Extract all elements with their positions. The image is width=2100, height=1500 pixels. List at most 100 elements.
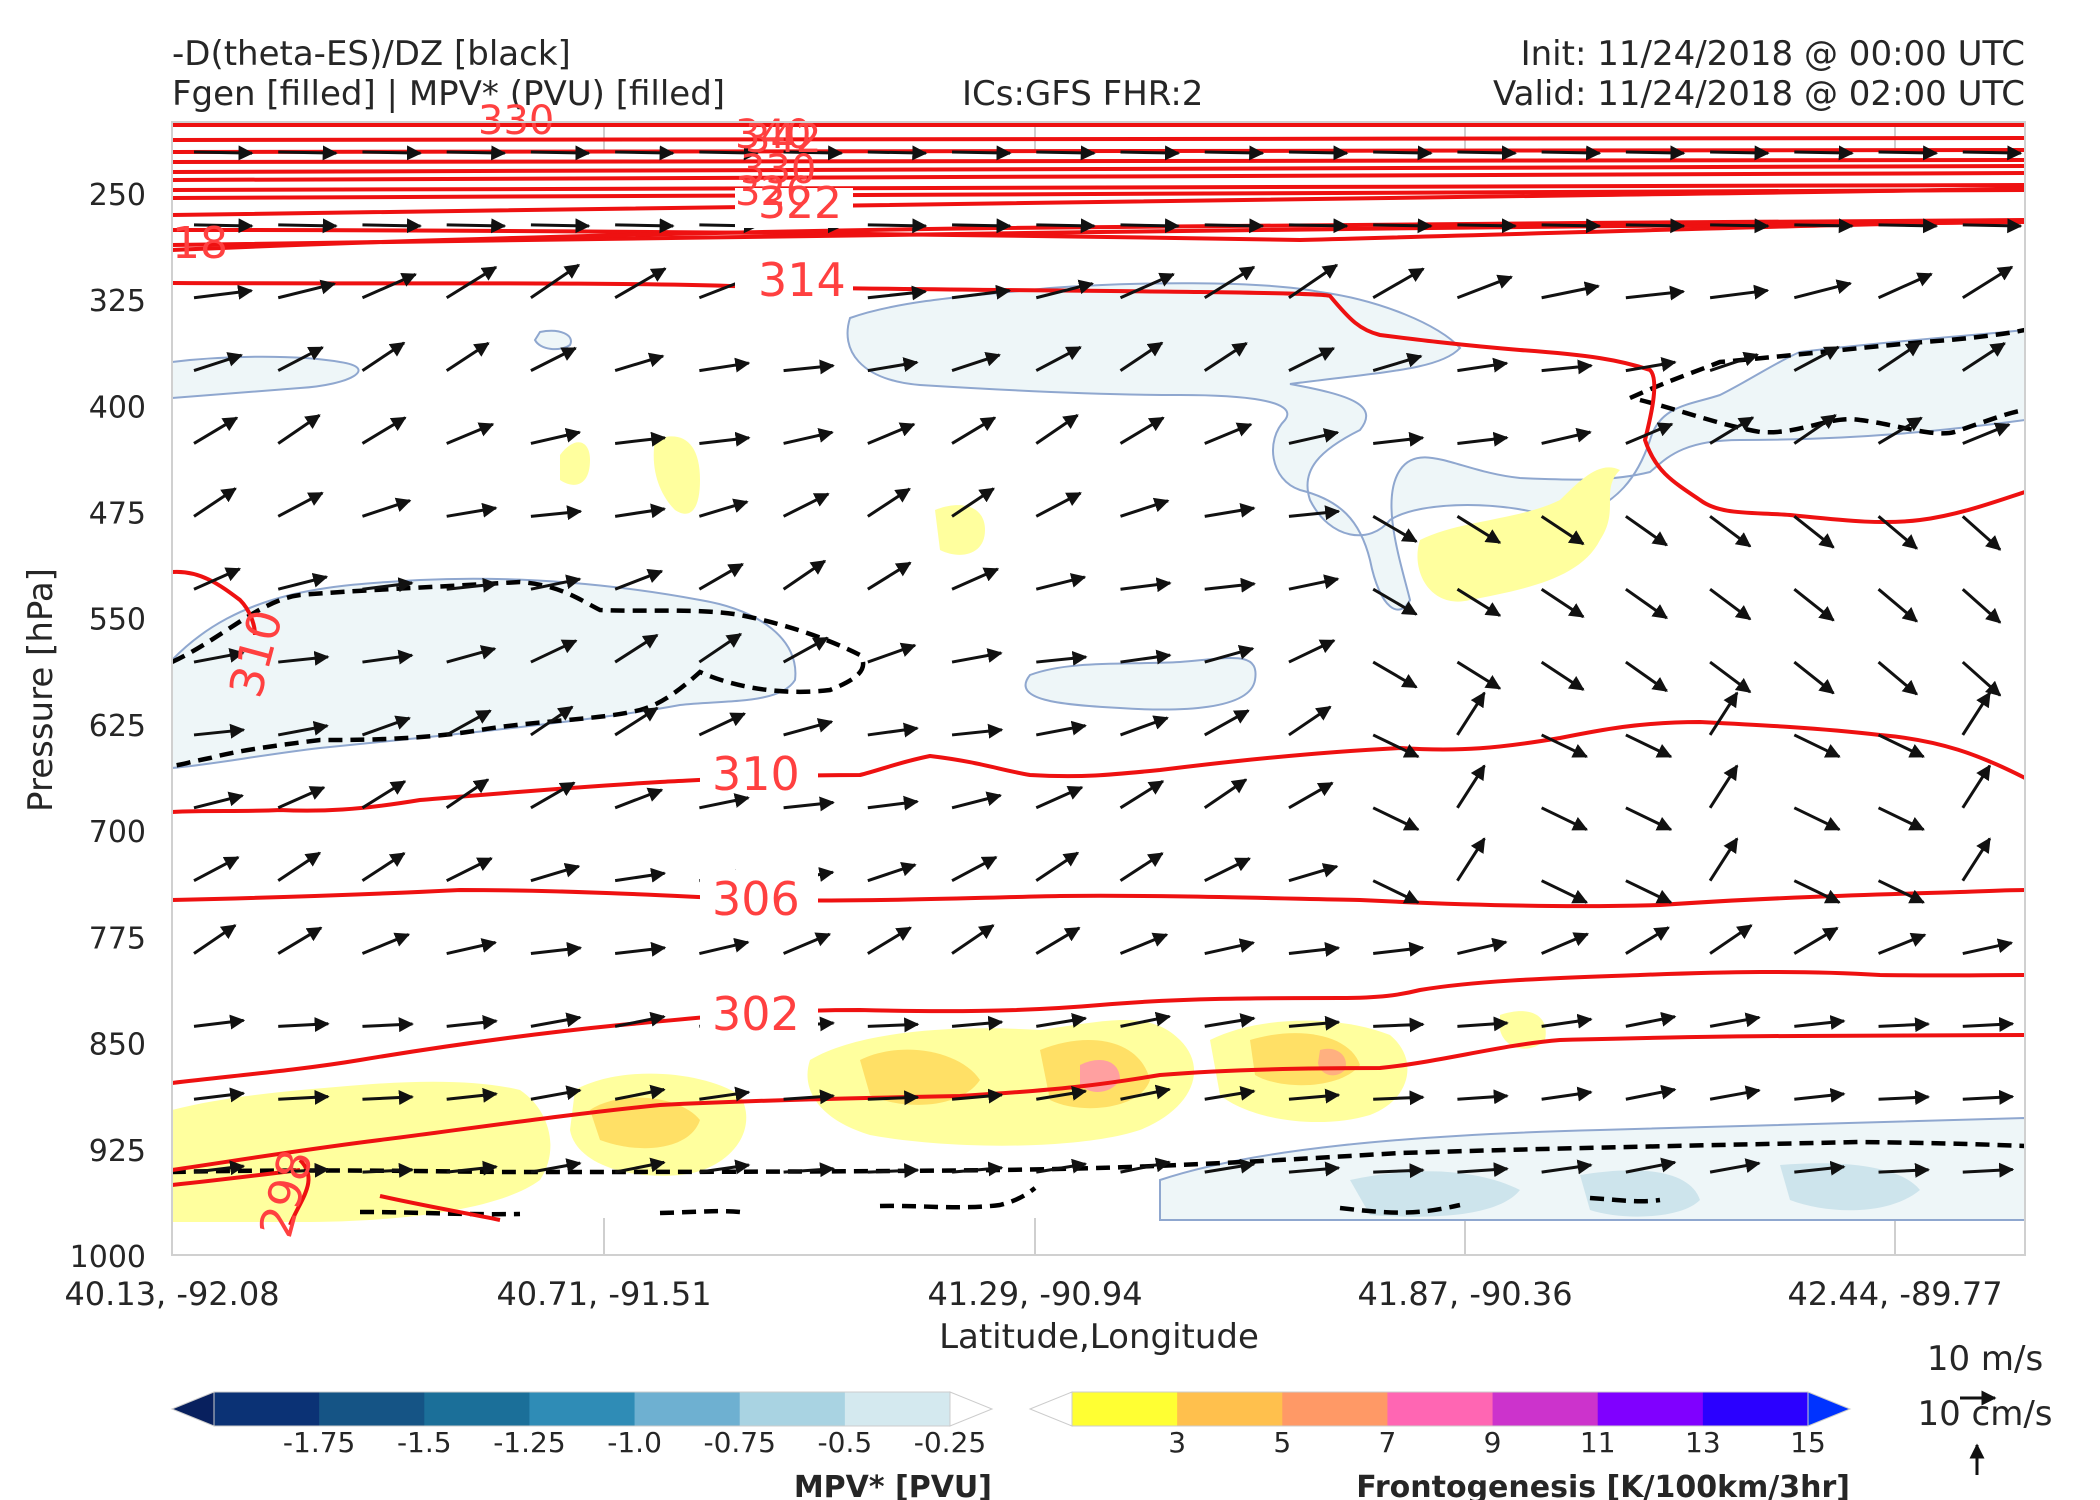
wind-vector bbox=[1961, 588, 2002, 624]
wind-vector bbox=[1709, 1158, 1761, 1174]
circulation-vectors bbox=[193, 145, 2023, 1179]
wind-vector bbox=[1203, 265, 1256, 300]
wind-vector bbox=[1204, 218, 1265, 234]
wind-vector bbox=[867, 795, 919, 811]
wind-vector bbox=[867, 1017, 920, 1033]
wind-vector bbox=[1962, 1162, 2015, 1178]
wind-vector bbox=[867, 357, 919, 373]
red-contour-318 bbox=[172, 218, 2025, 252]
wind-vector bbox=[362, 649, 414, 665]
mpv-colorbar: -1.75 -1.5 -1.25 -1.0 -0.75 -0.5 -0.25 MPV* [P… bbox=[170, 1391, 994, 1500]
wind-vector bbox=[193, 1014, 246, 1030]
wind-vector bbox=[1372, 515, 1418, 543]
wind-vector bbox=[1119, 272, 1175, 300]
wind-vector bbox=[1204, 857, 1251, 883]
wind-vector bbox=[193, 924, 237, 955]
fgen-colorbar-ticks: 3 5 7 9 11 13 15 bbox=[1168, 1426, 1826, 1459]
fgen-low-left bbox=[172, 1081, 551, 1222]
wind-vector bbox=[1961, 764, 1992, 809]
wind-vector bbox=[1793, 926, 1839, 955]
wind-vector bbox=[1119, 341, 1164, 372]
wind-vector bbox=[867, 145, 928, 161]
wind-vector bbox=[1372, 267, 1425, 300]
wind-vector bbox=[1625, 879, 1673, 904]
wind-vector bbox=[1541, 1013, 1593, 1029]
wind-vector bbox=[698, 562, 744, 591]
wind-vector bbox=[614, 706, 659, 737]
wind-vector bbox=[1456, 691, 1486, 736]
wind-vector bbox=[1793, 733, 1841, 759]
wind-vector bbox=[867, 561, 912, 591]
wind-vector bbox=[1457, 357, 1509, 373]
mpv-dark-region-2 bbox=[1580, 1170, 1700, 1217]
wind-vector bbox=[1625, 1157, 1677, 1174]
fgen-colorbar-tick: 7 bbox=[1379, 1426, 1397, 1459]
wind-vector bbox=[1793, 279, 1852, 300]
wind-vector bbox=[1288, 263, 1339, 299]
wind-vector bbox=[1036, 1085, 1088, 1101]
wind-vector bbox=[277, 572, 329, 591]
plot-frame bbox=[171, 121, 2026, 1256]
wind-vector bbox=[1035, 720, 1087, 737]
wind-vector bbox=[445, 341, 490, 372]
wind-vector bbox=[1456, 660, 1502, 690]
wind-vector bbox=[530, 346, 577, 372]
x-axis-label: Latitude,Longitude bbox=[939, 1317, 1259, 1357]
wind-vector bbox=[614, 1084, 666, 1101]
wind-vector bbox=[1373, 1017, 1425, 1033]
wind-vector bbox=[1709, 660, 1752, 694]
wind-vector bbox=[951, 1088, 1004, 1104]
wind-vector bbox=[1457, 1162, 1509, 1178]
wind-vector bbox=[867, 642, 917, 664]
wind-vector bbox=[1035, 491, 1082, 518]
wind-vector bbox=[1877, 879, 1925, 904]
vector-key: 10 m/s 10 cm/s bbox=[1917, 1339, 2053, 1475]
valid-time: Valid: 11/24/2018 @ 02:00 UTC bbox=[1493, 74, 2025, 114]
wind-vector bbox=[193, 218, 254, 234]
wind-vector bbox=[1456, 274, 1513, 300]
wind-vector bbox=[1204, 1013, 1256, 1028]
wind-vector bbox=[1709, 1085, 1761, 1101]
wind-vector bbox=[1204, 422, 1253, 445]
wind-vector bbox=[446, 577, 498, 593]
wind-vector bbox=[867, 285, 927, 301]
wind-vector bbox=[1541, 359, 1593, 375]
wind-vector bbox=[1625, 357, 1677, 373]
wind-vector bbox=[614, 787, 664, 810]
wind-vector bbox=[1793, 515, 1835, 549]
wind-vector bbox=[1541, 145, 1602, 161]
wind-vector bbox=[615, 218, 675, 234]
wind-vector bbox=[1204, 1085, 1256, 1101]
x-tick-label: 41.87, -90.36 bbox=[1357, 1275, 1572, 1313]
wind-vector bbox=[951, 352, 1001, 373]
red-contour-310 bbox=[172, 719, 2025, 814]
wind-vector bbox=[866, 487, 911, 518]
mpv-colorbar-tick: -1.0 bbox=[607, 1426, 662, 1459]
wind-vector bbox=[1035, 279, 1094, 300]
wind-vector bbox=[1877, 515, 1918, 550]
wind-vector bbox=[867, 422, 916, 445]
label-342: 340 bbox=[735, 112, 811, 158]
wind-vector bbox=[445, 265, 498, 300]
wind-vector bbox=[1456, 587, 1502, 617]
fgen-upper-left-1 bbox=[560, 442, 590, 485]
wind-vector bbox=[1373, 218, 1433, 234]
wind-vector bbox=[1962, 422, 2011, 445]
fgen-colorbar-swatch bbox=[1702, 1392, 1809, 1426]
wind-vector bbox=[193, 855, 240, 882]
wind-vector bbox=[278, 1089, 330, 1105]
contour-label-bgs bbox=[700, 188, 853, 1033]
wind-vector bbox=[277, 413, 321, 445]
wind-vector bbox=[1288, 1161, 1341, 1177]
wind-vector bbox=[1373, 1163, 1425, 1179]
wind-vector bbox=[1036, 218, 1096, 234]
y-tick-label: 1000 bbox=[70, 1240, 146, 1275]
fgen-colorbar-tick: 11 bbox=[1580, 1426, 1616, 1459]
label-314: 314 bbox=[758, 253, 846, 307]
wind-vector bbox=[361, 780, 407, 810]
wind-vector bbox=[1624, 515, 1668, 547]
wind-vector bbox=[1119, 852, 1164, 882]
wind-vector bbox=[1119, 715, 1169, 737]
wind-vector bbox=[1624, 587, 1668, 620]
wind-vector bbox=[1794, 1160, 1846, 1176]
